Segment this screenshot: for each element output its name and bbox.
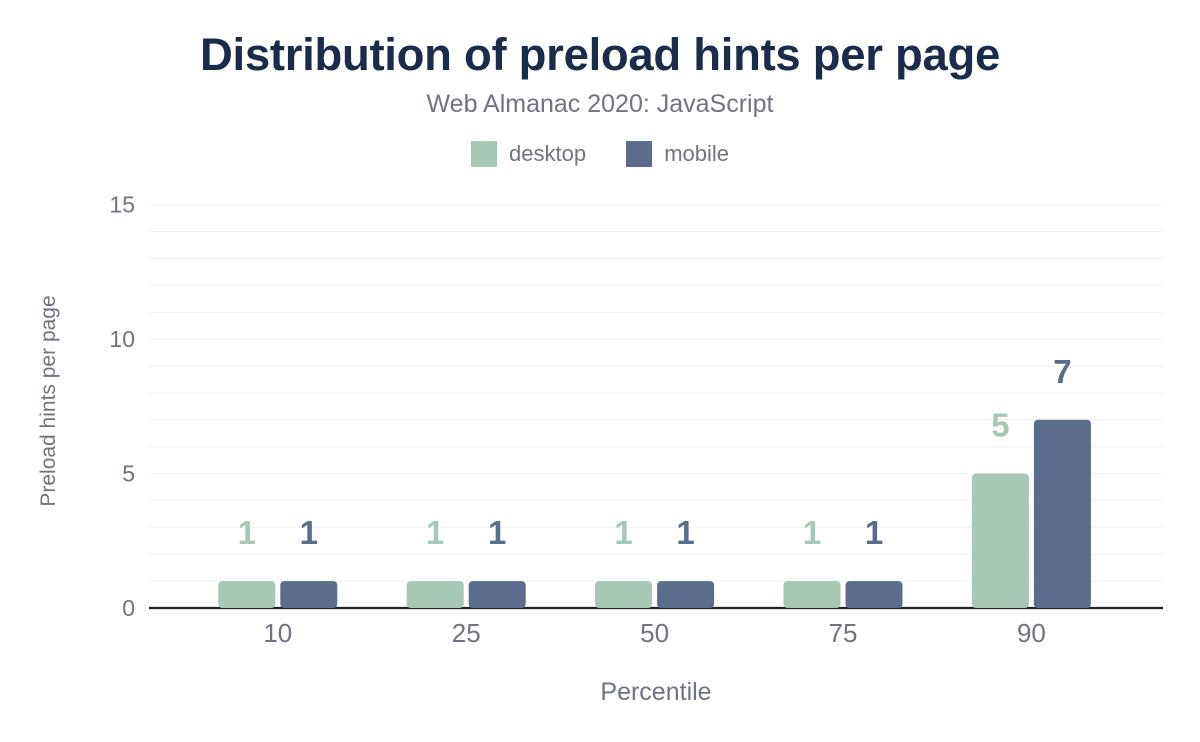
svg-text:25: 25 [452,618,481,648]
svg-text:1: 1 [238,514,256,551]
svg-text:75: 75 [829,618,858,648]
svg-text:1: 1 [865,514,883,551]
svg-text:50: 50 [640,618,669,648]
svg-text:10: 10 [263,618,292,648]
svg-text:5: 5 [122,461,135,487]
svg-text:10: 10 [109,326,135,352]
svg-text:1: 1 [614,514,632,551]
svg-text:0: 0 [122,595,135,621]
svg-text:1: 1 [488,514,506,551]
svg-text:7: 7 [1053,353,1071,390]
svg-text:1: 1 [426,514,444,551]
svg-text:15: 15 [109,192,135,218]
svg-text:1: 1 [803,514,821,551]
svg-text:5: 5 [991,407,1009,444]
svg-text:90: 90 [1017,618,1046,648]
svg-text:1: 1 [676,514,694,551]
svg-text:1: 1 [300,514,318,551]
